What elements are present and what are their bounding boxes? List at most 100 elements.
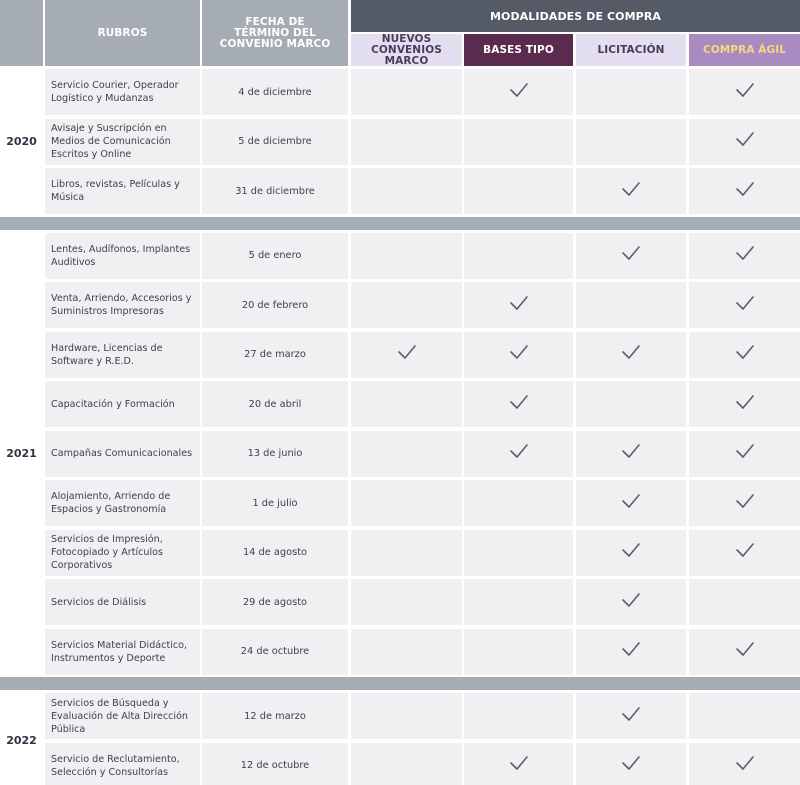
modalidad-cell: [351, 693, 462, 739]
check-icon: [509, 443, 529, 464]
fecha-cell: 27 de marzo: [202, 331, 348, 378]
modalidad-cell: [689, 282, 800, 328]
modalidad-cell: [464, 282, 573, 328]
fecha-cell: 5 de enero: [202, 232, 348, 279]
modalidad-cell: [351, 529, 462, 576]
modalidad-cell: [464, 693, 573, 739]
check-icon: [735, 493, 755, 514]
rubro-cell: Hardware, Licencias de Software y R.E.D.: [45, 331, 200, 378]
modalidad-cell: [576, 118, 686, 165]
fecha-cell: 12 de octubre: [202, 742, 348, 785]
modalidad-cell: [351, 742, 462, 785]
rubro-cell: Servicios de Impresión, Fotocopiado y Ar…: [45, 529, 200, 576]
modalidad-cell: [689, 693, 800, 739]
check-icon: [735, 181, 755, 202]
check-icon: [509, 394, 529, 415]
check-icon: [509, 82, 529, 103]
check-icon: [735, 542, 755, 563]
modalidad-cell: [351, 331, 462, 378]
check-icon: [621, 493, 641, 514]
modalidad-cell: [576, 69, 686, 115]
check-icon: [621, 641, 641, 662]
check-icon: [509, 344, 529, 365]
fecha-cell: 24 de octubre: [202, 628, 348, 675]
modalidad-cell: [576, 168, 686, 214]
fecha-cell: 20 de abril: [202, 381, 348, 427]
rubro-cell: Campañas Comunicacionales: [45, 430, 200, 477]
rubro-cell: Alojamiento, Arriendo de Espacios y Gast…: [45, 480, 200, 526]
modalidad-cell: [689, 69, 800, 115]
fecha-cell: 12 de marzo: [202, 693, 348, 739]
check-icon: [621, 706, 641, 727]
nuevos-convenios-header: NUEVOS CONVENIOS MARCO: [351, 33, 462, 66]
check-icon: [621, 245, 641, 266]
bases-tipo-header: BASES TIPO: [464, 34, 573, 66]
modalidad-cell: [464, 69, 573, 115]
modalidad-cell: [576, 282, 686, 328]
fecha-cell: 1 de julio: [202, 480, 348, 526]
modalidad-cell: [464, 331, 573, 378]
check-icon: [621, 592, 641, 613]
modalidad-cell: [351, 430, 462, 477]
rubros-header: RUBROS: [45, 0, 200, 66]
modalidad-cell: [351, 628, 462, 675]
modalidad-cell: [576, 430, 686, 477]
check-icon: [735, 245, 755, 266]
modalidad-cell: [576, 529, 686, 576]
modalidad-cell: [576, 480, 686, 526]
modalidad-cell: [576, 628, 686, 675]
modalidad-cell: [464, 480, 573, 526]
rubro-cell: Servicios Material Didáctico, Instrument…: [45, 628, 200, 675]
year-header-blank: [0, 0, 43, 66]
modalidad-cell: [464, 232, 573, 279]
modalidad-cell: [464, 529, 573, 576]
year-separator: [0, 216, 800, 230]
check-icon: [509, 755, 529, 776]
rubro-cell: Lentes, Audífonos, Implantes Auditivos: [45, 232, 200, 279]
check-icon: [621, 443, 641, 464]
modalidad-cell: [689, 381, 800, 427]
modalidad-cell: [576, 232, 686, 279]
modalidad-cell: [351, 118, 462, 165]
fecha-cell: 31 de diciembre: [202, 168, 348, 214]
modalidad-cell: [576, 381, 686, 427]
check-icon: [735, 295, 755, 316]
modalidad-cell: [689, 168, 800, 214]
modalidad-cell: [576, 742, 686, 785]
modalidad-cell: [351, 480, 462, 526]
modalidades-header: MODALIDADES DE COMPRA: [351, 0, 800, 32]
compra-agil-header: COMPRA ÁGIL: [689, 34, 800, 66]
check-icon: [735, 394, 755, 415]
check-icon: [621, 542, 641, 563]
modalidad-cell: [689, 331, 800, 378]
check-icon: [509, 295, 529, 316]
modalidad-cell: [689, 628, 800, 675]
check-icon: [621, 181, 641, 202]
modalidad-cell: [464, 742, 573, 785]
check-icon: [735, 82, 755, 103]
fecha-cell: 20 de febrero: [202, 282, 348, 328]
modalidad-cell: [351, 232, 462, 279]
fecha-cell: 14 de agosto: [202, 529, 348, 576]
modalidad-cell: [689, 529, 800, 576]
modalidad-cell: [576, 331, 686, 378]
modalidad-cell: [351, 282, 462, 328]
fecha-cell: 29 de agosto: [202, 579, 348, 625]
modalidad-cell: [576, 693, 686, 739]
check-icon: [397, 344, 417, 365]
modalidad-cell: [689, 118, 800, 165]
modalidad-cell: [351, 168, 462, 214]
fecha-cell: 5 de diciembre: [202, 118, 348, 165]
modalidad-cell: [464, 168, 573, 214]
modalidad-cell: [464, 381, 573, 427]
modalidad-cell: [689, 232, 800, 279]
rubro-cell: Servicios de Búsqueda y Evaluación de Al…: [45, 693, 200, 739]
check-icon: [621, 755, 641, 776]
year-separator: [0, 677, 800, 690]
check-icon: [735, 443, 755, 464]
modalidad-cell: [351, 579, 462, 625]
fecha-header: FECHA DE TÉRMINO DEL CONVENIO MARCO: [202, 0, 348, 66]
fecha-cell: 13 de junio: [202, 430, 348, 477]
modalidad-cell: [689, 579, 800, 625]
check-icon: [735, 755, 755, 776]
